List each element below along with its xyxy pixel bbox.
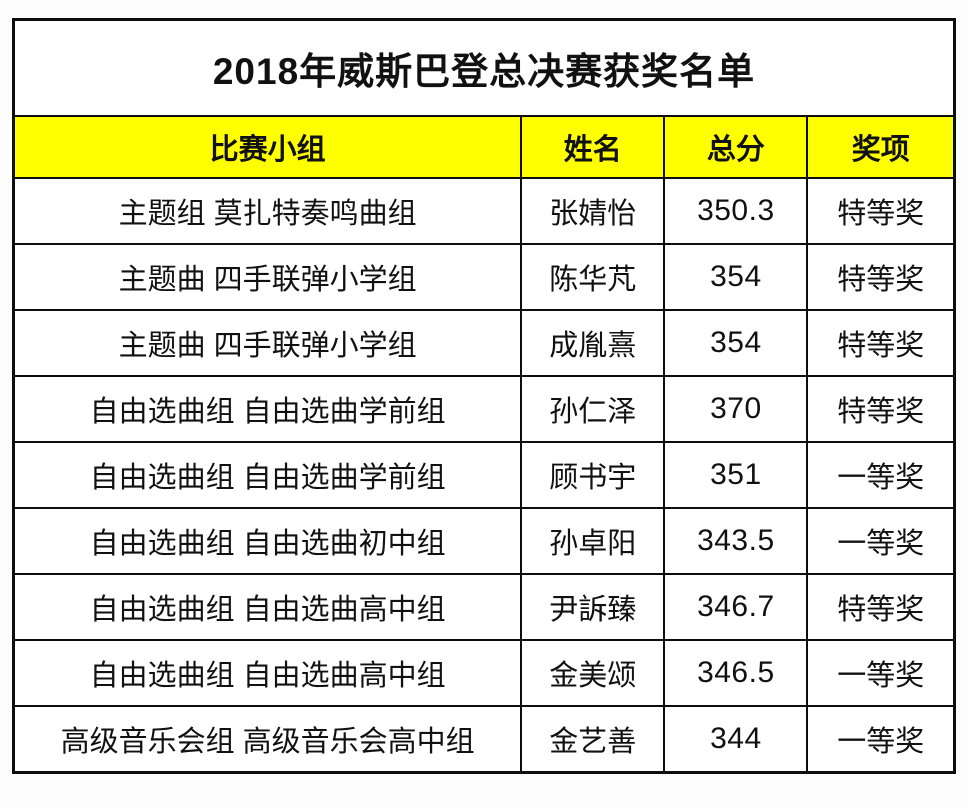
cell-award: 特等奖: [806, 375, 956, 443]
cell-score: 350.3: [663, 177, 809, 245]
awards-table: 2018年威斯巴登总决赛获奖名单 比赛小组 姓名 总分 奖项 主题组 莫扎特奏鸣…: [12, 18, 956, 774]
cell-score: 351: [663, 441, 809, 509]
cell-award: 特等奖: [806, 243, 956, 311]
column-header-award: 奖项: [806, 115, 956, 179]
cell-group: 主题曲 四手联弹小学组: [12, 243, 523, 311]
table-row: 主题曲 四手联弹小学组 陈华芃 354 特等奖: [12, 243, 956, 311]
cell-award: 一等奖: [806, 639, 956, 707]
cell-score: 354: [663, 243, 809, 311]
cell-score: 343.5: [663, 507, 809, 575]
table-row: 自由选曲组 自由选曲初中组 孙卓阳 343.5 一等奖: [12, 507, 956, 575]
cell-name: 金艺善: [520, 705, 666, 773]
table-row: 高级音乐会组 高级音乐会高中组 金艺善 344 一等奖: [12, 705, 956, 773]
cell-group: 高级音乐会组 高级音乐会高中组: [12, 705, 523, 773]
cell-name: 孙仁泽: [520, 375, 666, 443]
title-row: 2018年威斯巴登总决赛获奖名单: [12, 18, 956, 117]
cell-group: 主题曲 四手联弹小学组: [12, 309, 523, 377]
table-row: 主题组 莫扎特奏鸣曲组 张婧怡 350.3 特等奖: [12, 177, 956, 245]
cell-name: 张婧怡: [520, 177, 666, 245]
table-row: 自由选曲组 自由选曲学前组 孙仁泽 370 特等奖: [12, 375, 956, 443]
cell-award: 特等奖: [806, 573, 956, 641]
cell-name: 成胤熹: [520, 309, 666, 377]
cell-group: 主题组 莫扎特奏鸣曲组: [12, 177, 523, 245]
cell-group: 自由选曲组 自由选曲初中组: [12, 507, 523, 575]
cell-name: 孙卓阳: [520, 507, 666, 575]
cell-group: 自由选曲组 自由选曲高中组: [12, 573, 523, 641]
cell-score: 346.5: [663, 639, 809, 707]
cell-award: 特等奖: [806, 309, 956, 377]
table-title: 2018年威斯巴登总决赛获奖名单: [12, 18, 956, 117]
column-header-name: 姓名: [520, 115, 666, 179]
cell-group: 自由选曲组 自由选曲学前组: [12, 375, 523, 443]
header-row: 比赛小组 姓名 总分 奖项: [12, 115, 956, 179]
table-row: 自由选曲组 自由选曲高中组 尹訴臻 346.7 特等奖: [12, 573, 956, 641]
cell-award: 一等奖: [806, 705, 956, 773]
cell-score: 346.7: [663, 573, 809, 641]
cell-award: 特等奖: [806, 177, 956, 245]
table-row: 主题曲 四手联弹小学组 成胤熹 354 特等奖: [12, 309, 956, 377]
table-row: 自由选曲组 自由选曲学前组 顾书宇 351 一等奖: [12, 441, 956, 509]
cell-group: 自由选曲组 自由选曲高中组: [12, 639, 523, 707]
cell-score: 354: [663, 309, 809, 377]
cell-award: 一等奖: [806, 507, 956, 575]
table-row: 自由选曲组 自由选曲高中组 金美颂 346.5 一等奖: [12, 639, 956, 707]
cell-score: 370: [663, 375, 809, 443]
cell-award: 一等奖: [806, 441, 956, 509]
column-header-score: 总分: [663, 115, 809, 179]
cell-name: 尹訴臻: [520, 573, 666, 641]
cell-name: 陈华芃: [520, 243, 666, 311]
cell-name: 顾书宇: [520, 441, 666, 509]
cell-name: 金美颂: [520, 639, 666, 707]
cell-score: 344: [663, 705, 809, 773]
cell-group: 自由选曲组 自由选曲学前组: [12, 441, 523, 509]
column-header-group: 比赛小组: [12, 115, 523, 179]
